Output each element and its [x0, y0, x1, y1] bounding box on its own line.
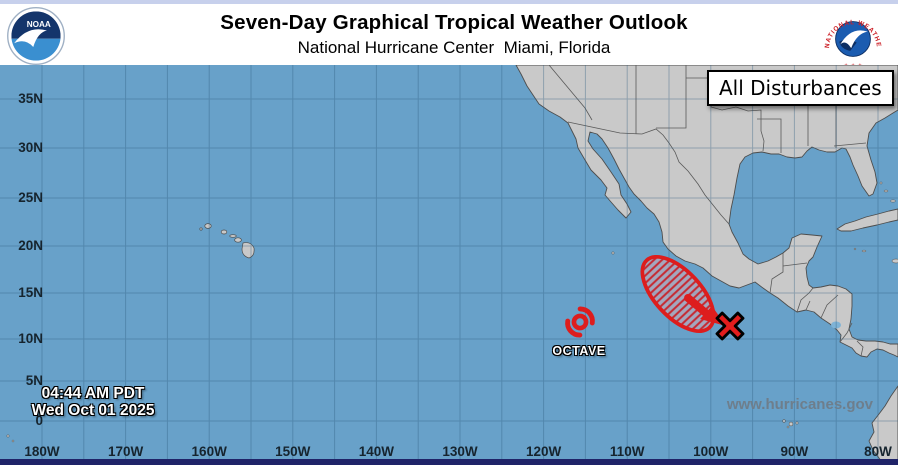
formation-area-hatched[interactable] [630, 245, 726, 344]
tropical-storm-icon[interactable] [565, 306, 595, 338]
land-masses [6, 65, 898, 465]
issuance-date: Wed Oct 01 2025 [31, 402, 155, 419]
lon-label: 150W [275, 444, 311, 459]
lon-label: 140W [359, 444, 395, 459]
small-islands [6, 181, 898, 443]
issuance-time: 04:44 AM PDT [41, 385, 145, 402]
disturbance-position-x-icon[interactable] [715, 311, 745, 341]
page-title: Seven-Day Graphical Tropical Weather Out… [220, 11, 688, 34]
bottom-accent-bar [0, 459, 898, 465]
disturbance-filter-label[interactable]: All Disturbances [707, 70, 894, 106]
storm-name-label: OCTAVE [552, 344, 606, 358]
lat-label: 20N [18, 238, 43, 253]
lon-label: 110W [610, 444, 645, 459]
website-label: www.hurricanes.gov [726, 396, 873, 413]
nws-logo[interactable]: NATIONAL WEATHER SERVICE ★ ★ ★ [820, 6, 886, 72]
lon-label: 80W [864, 444, 892, 459]
lon-label: 100W [693, 444, 729, 459]
lat-label: 10N [18, 331, 43, 346]
north-central-america [515, 65, 898, 358]
lon-label: 170W [108, 444, 144, 459]
lon-label: 130W [442, 444, 478, 459]
outlook-map[interactable]: 35N 30N 25N 20N 15N 10N 5N 0 180W 170W 1… [0, 65, 898, 465]
lat-label: 15N [18, 285, 43, 300]
lat-label: 5N [26, 373, 43, 388]
header: NOAA Seven-Day Graphical Tropical Weathe… [0, 4, 898, 71]
longitude-labels: 180W 170W 160W 150W 140W 130W 120W 110W … [24, 444, 892, 459]
lon-label: 160W [192, 444, 228, 459]
latitude-labels: 35N 30N 25N 20N 15N 10N 5N 0 [18, 91, 43, 428]
lon-label: 120W [526, 444, 562, 459]
nws-logo-icon: NATIONAL WEATHER SERVICE ★ ★ ★ [821, 7, 885, 71]
hawaii-islands [199, 223, 255, 259]
map-canvas[interactable]: 35N 30N 25N 20N 15N 10N 5N 0 180W 170W 1… [0, 65, 898, 465]
lon-label: 180W [24, 444, 60, 459]
lake-nicaragua [831, 321, 841, 329]
lat-label: 0 [35, 413, 43, 428]
top-accent-bar [0, 0, 898, 4]
cuba [836, 208, 898, 232]
lat-label: 30N [18, 140, 43, 155]
lat-label: 35N [18, 91, 43, 106]
graticule [0, 65, 898, 465]
noaa-logo-text: NOAA [27, 20, 51, 29]
south-america [868, 385, 898, 465]
lon-label: 90W [781, 444, 809, 459]
issuance-timestamp: 04:44 AM PDT Wed Oct 01 2025 [20, 385, 166, 419]
title-block: Seven-Day Graphical Tropical Weather Out… [120, 4, 788, 58]
page-subtitle: National Hurricane Center Miami, Florida [297, 38, 611, 57]
noaa-logo[interactable]: NOAA [5, 5, 67, 67]
noaa-logo-icon: NOAA [7, 7, 65, 65]
lat-label: 25N [18, 190, 43, 205]
